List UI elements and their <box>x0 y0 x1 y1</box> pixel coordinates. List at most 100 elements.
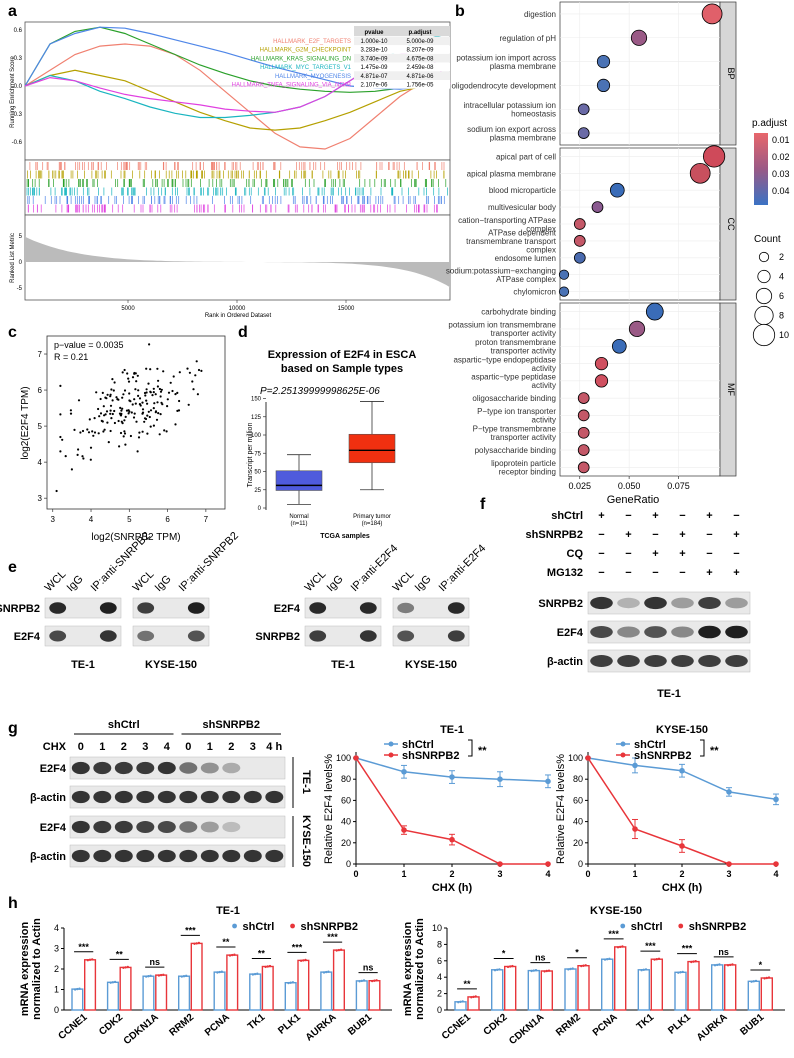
scatter-point <box>101 420 104 423</box>
blot-band <box>114 820 133 834</box>
qpcr-category-label: CCNE1 <box>440 1012 473 1042</box>
scatter-point <box>133 398 136 401</box>
coip-cell-label: KYSE-150 <box>145 659 197 671</box>
treatment-sign: − <box>625 567 631 579</box>
chx-blot-label: E2F4 <box>40 822 67 834</box>
blot-band <box>590 655 613 667</box>
chx-timepoint: 2 <box>228 741 234 753</box>
qpcr-ylabel: normalized to Actin <box>31 918 43 1020</box>
blot-band <box>309 630 327 642</box>
qpcr-dot <box>530 969 533 973</box>
qpcr-dot <box>73 988 77 991</box>
panel-label-b: b <box>455 3 465 20</box>
qpcr-ylabel: mRNA expression <box>19 922 31 1017</box>
blot-band <box>222 821 241 833</box>
qpcr-category-label: PCNA <box>591 1012 620 1039</box>
qpcr-dot <box>571 967 574 970</box>
scatter-point <box>118 412 122 415</box>
qpcr-bar <box>119 966 132 1011</box>
qpcr-sig-label: *** <box>608 929 619 939</box>
go-dot <box>577 426 590 439</box>
gsea-set-name: HALLMARK_MYOGENESIS <box>275 74 351 80</box>
gsea-table-header: p.adjust <box>408 30 431 36</box>
qpcr-dot <box>498 968 501 971</box>
qpcr-sig-label: ** <box>222 937 230 947</box>
scatter-ytick-label: 4 <box>38 458 43 467</box>
chx-blot-label: β-actin <box>30 792 66 804</box>
gsea-ytick-label: 5 <box>19 234 23 240</box>
chx-xlabel: CHX (h) <box>432 882 473 894</box>
qpcr-dot <box>582 964 585 967</box>
scatter-annot-r: R = 0.21 <box>54 352 88 362</box>
scatter-point <box>138 403 141 406</box>
qpcr-dot <box>360 979 363 983</box>
qpcr-dot <box>228 954 232 957</box>
qpcr-sig-label: *** <box>185 925 196 935</box>
go-legend-color-title: p.adjust <box>752 118 787 129</box>
qpcr-dot <box>111 981 115 984</box>
go-term-label: complex <box>526 224 556 233</box>
qpcr-dot <box>461 1000 464 1003</box>
chx-timepoint: 3 <box>142 741 148 753</box>
go-term-label: carbohydrate binding <box>481 308 556 317</box>
go-xtick-label: 0.050 <box>618 481 641 491</box>
go-term-label: ATPase dependent <box>488 228 557 237</box>
scatter-point <box>192 388 195 391</box>
scatter-point <box>119 414 123 417</box>
qpcr-dot <box>358 980 361 983</box>
treatment-sign: + <box>679 548 685 560</box>
blot-band <box>222 790 241 804</box>
qpcr-dot <box>195 942 198 945</box>
scatter-point <box>120 420 123 423</box>
scatter-point <box>70 468 73 471</box>
scatter-point <box>163 429 166 432</box>
blot-band <box>617 597 640 609</box>
go-term-label: sodium:potassium−exchanging <box>446 266 556 275</box>
qpcr-dot <box>532 969 535 972</box>
blot-band <box>671 655 694 667</box>
qpcr-ytick-label: 4 <box>437 972 442 982</box>
chx-ytick-label: 60 <box>341 795 351 805</box>
qpcr-bar <box>687 960 700 1011</box>
qpcr-category-label: TK1 <box>246 1012 268 1033</box>
scatter-point <box>169 381 172 384</box>
scatter-point <box>123 430 126 433</box>
go-dot <box>611 338 627 354</box>
scatter-point <box>147 382 150 385</box>
go-term-labels: digestion regulation of pH potassium ion i… <box>446 10 557 477</box>
blot-band <box>200 849 219 863</box>
scatter-point <box>178 371 181 374</box>
chx-ytick-label: 80 <box>573 774 583 784</box>
scatter-points <box>55 343 203 493</box>
scatter-point <box>128 392 131 395</box>
qpcr-dot <box>567 968 570 971</box>
qpcr-dot <box>509 965 512 968</box>
blot-band <box>71 849 90 863</box>
boxplot-box <box>348 433 396 464</box>
qpcr-category-label: AURKA <box>695 1012 730 1044</box>
go-dot <box>596 78 611 93</box>
gsea-set-name: HALLMARK_KRAS_SIGNALING_DN <box>251 56 351 62</box>
go-term-label: plasma membrane <box>490 62 557 71</box>
scatter-point <box>165 430 168 433</box>
blot-band <box>265 849 284 863</box>
qpcr-ytick-label: 2 <box>54 964 59 974</box>
blot-band <box>397 602 415 614</box>
blot-membrane <box>392 597 470 619</box>
boxplot-box <box>275 470 323 491</box>
chx-timepoint: 4 h <box>266 741 282 753</box>
panel-label-g: g <box>8 720 18 737</box>
scatter-point <box>137 436 141 439</box>
go-term-label: transmembrane transport <box>466 237 557 246</box>
blot-band <box>187 630 205 642</box>
go-term-label: chylomicron <box>513 288 556 297</box>
chx-xtick-label: 3 <box>726 869 731 879</box>
qpcr-bar <box>504 965 517 1011</box>
qpcr-bar <box>190 942 203 1011</box>
scatter-point <box>121 396 124 399</box>
scatter-point <box>147 410 150 413</box>
qpcr-dot <box>375 979 378 982</box>
scatter-point <box>86 428 89 431</box>
qpcr-dot <box>233 953 236 956</box>
qpcr-legend-marker <box>290 923 295 929</box>
